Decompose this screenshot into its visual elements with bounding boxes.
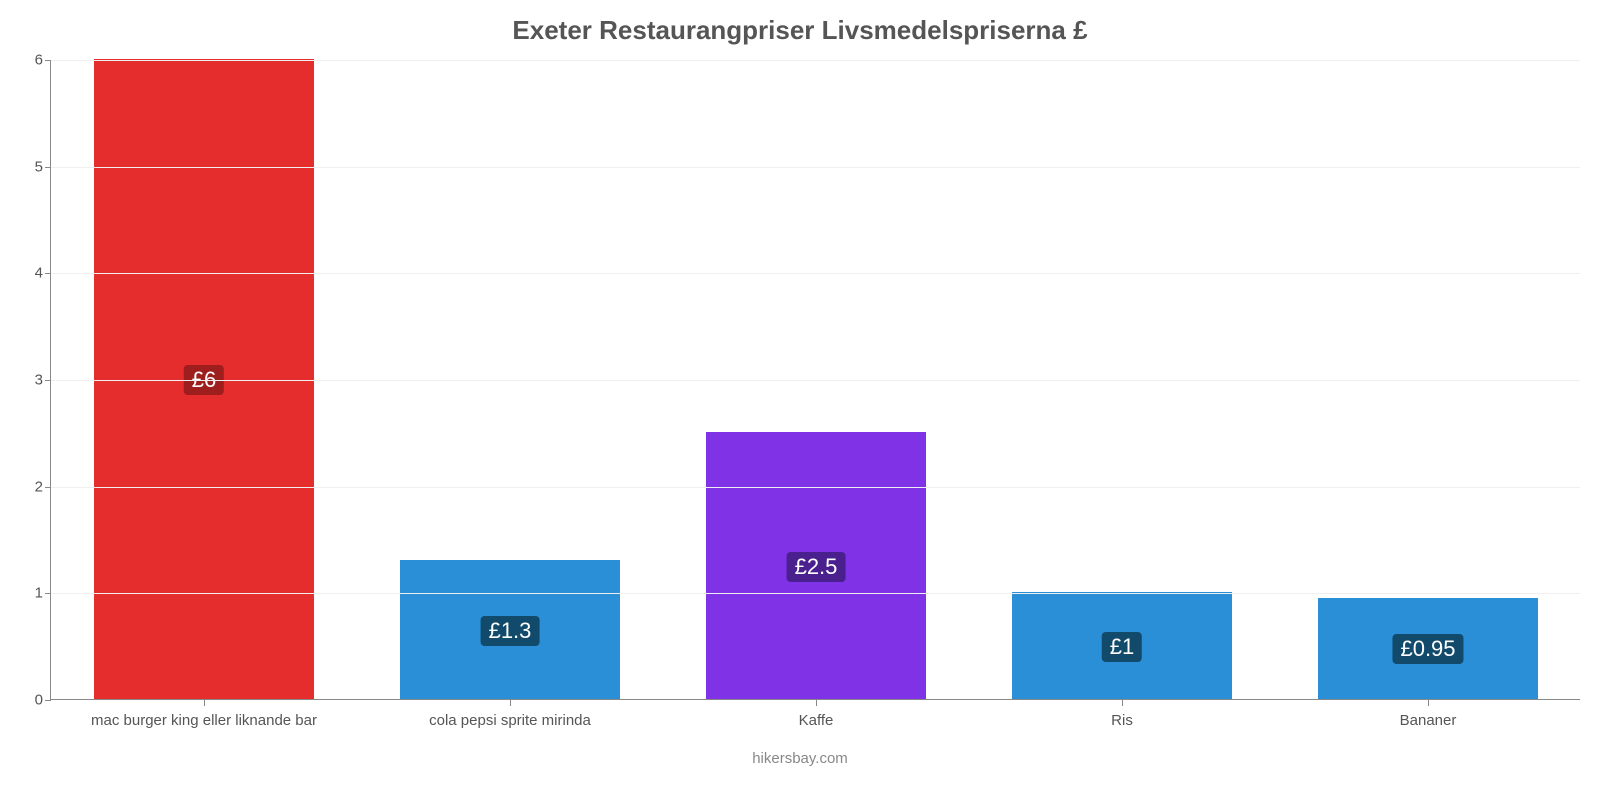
bar-value-label: £1: [1102, 632, 1142, 662]
gridline: [51, 593, 1580, 594]
ytick-label: 1: [35, 585, 51, 602]
bar-value-label: £2.5: [787, 552, 846, 582]
xcat-label: Ris: [1111, 712, 1133, 729]
ytick-label: 5: [35, 158, 51, 175]
bar-value-label: £1.3: [481, 616, 540, 646]
xtick-mark: [1122, 700, 1123, 706]
gridline: [51, 167, 1580, 168]
bar-value-label: £0.95: [1392, 634, 1463, 664]
xtick-mark: [816, 700, 817, 706]
xcat-label: mac burger king eller liknande bar: [91, 712, 317, 729]
xcat-label: Bananer: [1400, 712, 1457, 729]
plot-area: £6£1.3£2.5£1£0.95 0123456mac burger king…: [50, 60, 1580, 700]
xtick-mark: [204, 700, 205, 706]
xcat-label: cola pepsi sprite mirinda: [429, 712, 591, 729]
ytick-label: 6: [35, 52, 51, 69]
price-bar-chart: Exeter Restaurangpriser Livsmedelspriser…: [0, 0, 1600, 800]
ytick-label: 4: [35, 265, 51, 282]
ytick-label: 0: [35, 692, 51, 709]
gridline: [51, 487, 1580, 488]
gridline: [51, 273, 1580, 274]
ytick-label: 2: [35, 478, 51, 495]
chart-footer: hikersbay.com: [0, 750, 1600, 767]
xtick-mark: [510, 700, 511, 706]
gridline: [51, 380, 1580, 381]
xcat-label: Kaffe: [799, 712, 834, 729]
gridline: [51, 60, 1580, 61]
ytick-label: 3: [35, 372, 51, 389]
chart-title: Exeter Restaurangpriser Livsmedelspriser…: [0, 15, 1600, 46]
xtick-mark: [1428, 700, 1429, 706]
